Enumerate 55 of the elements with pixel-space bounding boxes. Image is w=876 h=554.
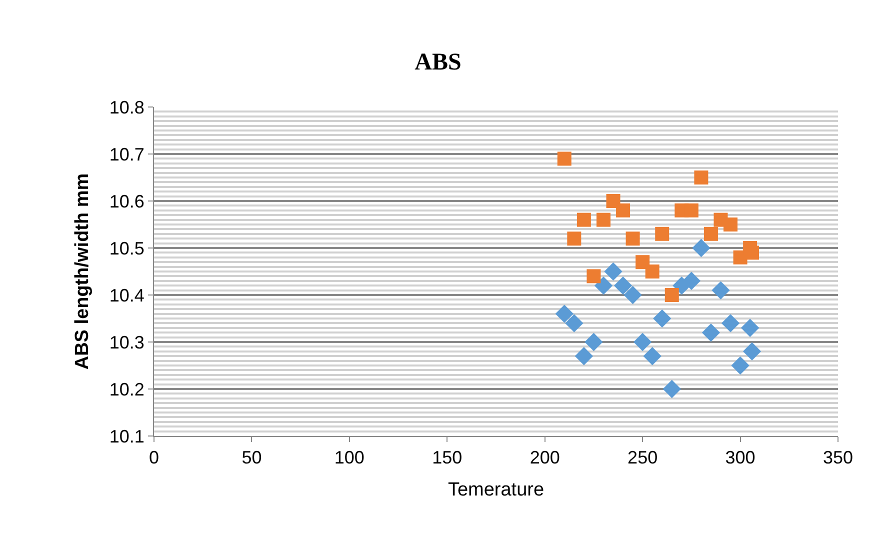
point [604,262,622,281]
point [643,347,662,366]
x-tick-label: 150 [432,448,462,468]
point [594,276,613,295]
point [557,152,572,166]
y-axis-title: ABS length/width mm [72,173,94,370]
y-tick-label: 10.4 [109,285,144,306]
point [692,238,710,258]
point [555,304,574,323]
point [655,226,670,241]
x-tick-label: 200 [530,448,560,468]
point [731,356,750,375]
chart-title: ABS [414,49,462,76]
point [702,324,720,342]
point [712,281,730,300]
point [586,269,601,284]
x-tick-label: 100 [334,448,364,468]
point [745,246,760,260]
point [645,264,660,278]
y-tick-label: 10.3 [109,332,144,352]
y-tick-label: 10.1 [109,426,144,446]
point [565,314,584,332]
point [694,170,708,184]
point [724,218,738,232]
point [596,212,610,227]
x-tick-label: 300 [725,448,756,468]
point [636,255,650,270]
x-tick-label: 250 [628,448,658,468]
y-tick-label: 10.6 [109,191,144,212]
x-tick-label: 0 [148,448,160,468]
point [653,309,672,328]
point [633,332,652,352]
point [626,232,640,246]
point [682,272,701,290]
point [614,276,632,295]
point [624,286,642,304]
point [576,212,591,227]
x-axis-title: Temerature [448,479,544,500]
point [742,342,762,360]
point [574,347,594,366]
point [721,314,740,332]
point [704,226,718,241]
point [616,203,630,218]
point [662,380,681,398]
y-tick-label: 10.2 [109,379,144,400]
x-tick-label: 50 [242,448,262,468]
point [567,232,582,246]
x-tick-label: 350 [822,448,854,468]
y-tick-label: 10.5 [109,238,144,258]
point [584,332,603,352]
y-tick-label: 10.8 [109,97,144,118]
point [740,318,760,337]
point [684,203,698,218]
point [664,288,679,302]
y-tick-label: 10.7 [109,144,144,164]
